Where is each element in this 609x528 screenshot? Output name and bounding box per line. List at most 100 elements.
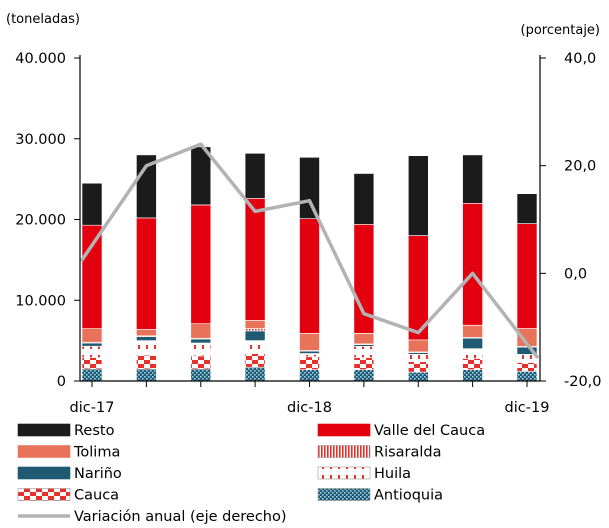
legend-label: Variación anual (eje derecho) [74,509,287,525]
bar-segment-narino [190,338,212,344]
x-tick-label: dic-18 [287,400,332,416]
legend-label: Antioquia [374,488,443,504]
bar-segment-cauca [244,353,266,368]
bar-segment-valle-del-cauca [136,217,157,330]
legend-swatch [17,488,71,501]
legend-label: Cauca [74,488,119,504]
bar-segment-tolima [136,328,157,337]
bar-segment-resto [462,154,483,204]
legend-swatch [17,445,71,458]
bar-segment-tolima [81,328,103,343]
left-tick-label: 0 [57,374,66,390]
legend-label: Huila [374,466,411,482]
bar-segment-resto [299,157,320,220]
bar-stack-sep-18 [244,153,266,382]
bar-segment-tolima [407,339,429,353]
bar-segment-huila [353,345,375,358]
bar-stack-sep-19 [462,154,483,382]
legend-label: Risaralda [374,445,442,461]
bar-segment-tolima [244,320,266,329]
bar-segment-resto [516,193,538,224]
legend-label: Tolima [73,445,120,461]
left-tick-label: 20.000 [15,213,66,229]
legend-swatch [317,423,371,437]
bar-segment-tolima [353,333,375,345]
bar-segment-valle-del-cauca [462,203,483,326]
bar-segment-cauca [353,357,375,371]
legend-item-antioquia: Antioquia [317,488,443,504]
left-axis-unit: (toneladas) [6,12,80,27]
legend-item-cauca: Cauca [17,488,119,504]
legend: Resto Valle del Cauca Tolima Risaralda Nariñ… [17,423,485,525]
legend-swatch [17,466,71,480]
bar-segment-antioquia [462,369,483,382]
x-tick-label: dic-19 [505,400,550,416]
series-line-variacion-anual [80,142,539,359]
bar-segment-antioquia [244,366,266,382]
legend-item-tolima: Tolima [17,445,120,461]
axes: 0 10.000 20.000 30.000 40.000 -20,0 0,0 20,0 40,… [15,51,601,416]
bar-segment-resto [244,153,266,199]
legend-label: Resto [74,423,115,439]
legend-swatch [317,488,371,501]
bar-segment-huila [190,342,212,357]
bar-segment-cauca [81,357,103,370]
bar-stack-jun-18 [190,146,212,382]
bar-segment-huila [244,340,266,354]
right-tick-label: 40,0 [564,51,596,67]
bar-segment-huila [81,345,103,358]
x-tick-label: dic-17 [70,400,115,416]
bar-segment-narino [136,336,157,341]
bar-stack-dic-19 [516,193,538,382]
bar-segment-valle-del-cauca [244,198,266,321]
legend-item-huila: Huila [317,466,411,482]
right-tick-label: -20,0 [564,374,602,390]
legend-swatch [317,466,371,480]
bar-segment-cauca [407,361,429,373]
bar-segment-cauca [136,354,157,370]
bar-stack-mar-19 [353,173,375,382]
right-axis-unit: (porcentaje) [521,23,600,38]
bar-segment-risaralda [244,328,266,332]
bar-segment-huila [462,348,483,359]
legend-item-risaralda: Risaralda [317,445,442,461]
bar-segment-cauca [516,362,538,372]
legend-swatch [17,423,71,437]
bar-segment-valle-del-cauca [299,218,320,334]
bar-segment-antioquia [516,370,538,382]
legend-item-resto: Resto [17,423,115,439]
bar-segment-antioquia [136,368,157,382]
legend-item-narino: Nariño [17,466,122,482]
bar-segment-resto [353,173,375,225]
bar-segment-cauca [299,356,320,370]
bar-segment-valle-del-cauca [516,223,538,329]
bar-segment-valle-del-cauca [81,224,103,329]
bar-segment-cauca [462,358,483,370]
legend-item-variacion-anual-eje-derecho: Variación anual (eje derecho) [18,509,287,525]
bar-segment-tolima [190,323,212,339]
bar-segment-tolima [299,333,320,351]
bar-segment-cauca [190,355,212,370]
bar-segment-narino [244,330,266,341]
bar-segment-narino [299,350,320,354]
legend-swatch [317,445,371,458]
bar-stack-jun-19 [407,155,429,382]
bar-segment-antioquia [407,371,429,382]
bar-segment-antioquia [190,368,212,382]
left-tick-label: 30.000 [15,132,66,148]
bar-segment-tolima [462,324,483,338]
bar-stack-dic-18 [299,157,320,382]
bar-segment-antioquia [299,369,320,382]
legend-label: Nariño [74,466,122,482]
stacked-bars [81,146,538,382]
legend-label: Valle del Cauca [374,423,485,439]
bar-segment-valle-del-cauca [190,204,212,324]
left-tick-label: 40.000 [15,51,66,67]
bar-segment-resto [81,182,103,226]
bar-stack-dic-17 [81,182,103,382]
annual-variation-line [80,142,539,359]
bar-segment-huila [136,340,157,356]
right-tick-label: 0,0 [564,266,587,282]
bar-segment-narino [462,337,483,350]
